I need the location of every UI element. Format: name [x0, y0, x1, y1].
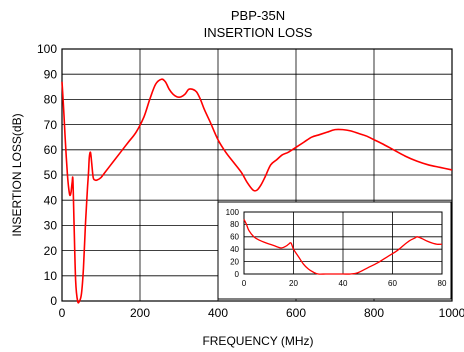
inset-plot: 0 20 40 60 80 100 0 20 40 60 80 — [217, 201, 452, 300]
main-y-tick-label: 70 — [44, 118, 58, 132]
main-y-tick-label: 40 — [44, 193, 58, 207]
main-y-tick-label: 30 — [44, 219, 58, 233]
inset-x-ticks: 0 20 40 60 80 — [242, 279, 447, 288]
main-x-tick-label: 400 — [208, 306, 228, 320]
chart-subtitle: INSERTION LOSS — [204, 25, 313, 40]
main-x-tick-label: 1000 — [439, 306, 464, 320]
inset-y-tick-label: 60 — [230, 233, 239, 242]
main-y-tick-label: 60 — [44, 143, 58, 157]
chart-title: PBP-35N — [231, 8, 285, 23]
main-x-tick-label: 600 — [286, 306, 306, 320]
main-x-tick-label: 800 — [364, 306, 384, 320]
main-y-tick-label: 90 — [44, 67, 58, 81]
main-y-tick-label: 20 — [44, 244, 58, 258]
inset-series-line — [243, 219, 443, 275]
inset-x-tick-label: 60 — [388, 279, 397, 288]
inset-grid — [244, 212, 442, 274]
main-y-tick-label: 0 — [50, 294, 57, 308]
main-y-tick-label: 50 — [44, 168, 58, 182]
inset-background — [217, 201, 452, 300]
main-y-tick-label: 80 — [44, 93, 58, 107]
inset-y-ticks: 0 20 40 60 80 100 — [226, 208, 240, 279]
main-x-tick-label: 200 — [130, 306, 150, 320]
main-y-ticks: 0 10 20 30 40 50 60 70 80 90 100 — [37, 42, 57, 308]
inset-y-tick-label: 0 — [235, 270, 240, 279]
inset-y-tick-label: 40 — [230, 245, 239, 254]
x-axis-label: FREQUENCY (MHz) — [202, 334, 313, 348]
main-plot-frame — [61, 48, 453, 302]
main-series-line — [61, 78, 453, 304]
y-axis-label: INSERTION LOSS(dB) — [10, 113, 24, 236]
inset-x-tick-label: 80 — [438, 279, 447, 288]
inset-y-tick-label: 80 — [230, 220, 239, 229]
main-y-tick-label: 10 — [44, 269, 58, 283]
main-x-tick-label: 0 — [59, 306, 66, 320]
inset-x-tick-label: 0 — [242, 279, 247, 288]
inset-y-tick-label: 20 — [230, 257, 239, 266]
main-x-ticks: 0 200 400 600 800 1000 — [59, 306, 464, 320]
inset-x-tick-label: 40 — [339, 279, 348, 288]
inset-x-tick-label: 20 — [289, 279, 298, 288]
main-y-tick-label: 100 — [37, 42, 57, 56]
inset-y-tick-label: 100 — [226, 208, 240, 217]
